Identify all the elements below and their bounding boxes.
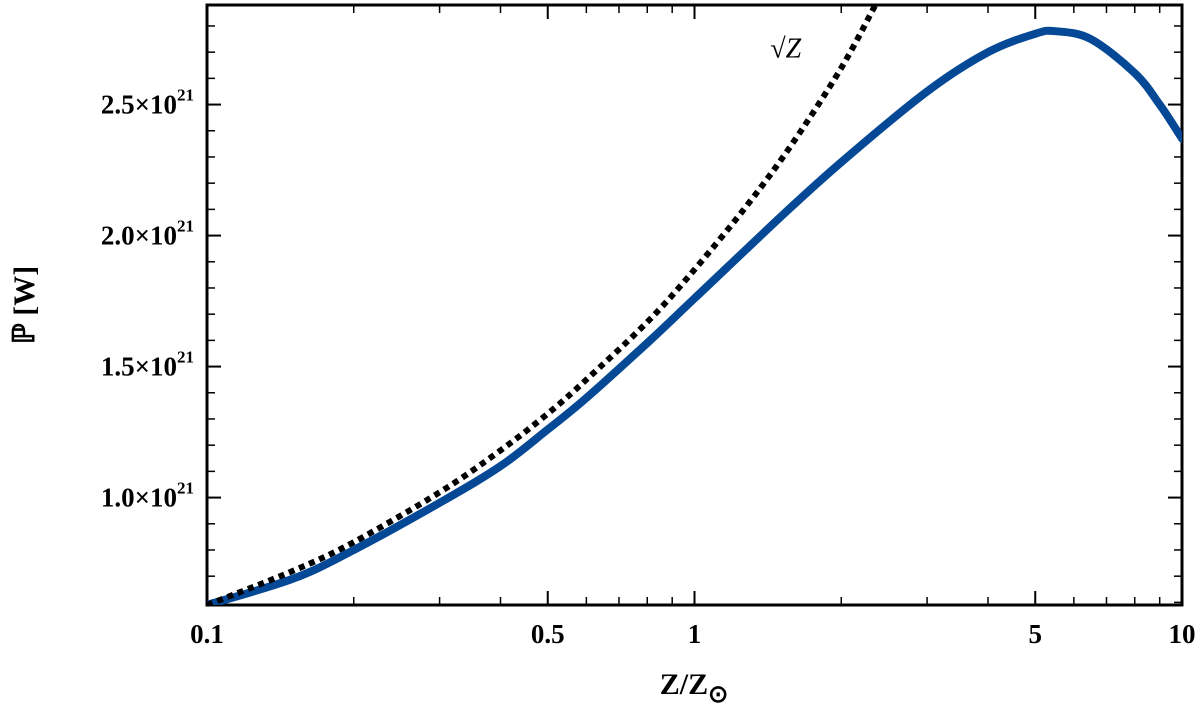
y-tick-times: ×10	[135, 90, 177, 120]
x-tick-label: 5	[1028, 619, 1042, 649]
y-tick-mantissa: 2.5	[101, 90, 135, 120]
x-tick-labels: 0.1 0.5 1 5 10	[190, 619, 1195, 649]
plot-area-frame	[205, 3, 1184, 607]
y-tick-label: 2.5×1021	[101, 86, 194, 120]
y-tick-label: 2.0×1021	[101, 217, 194, 251]
x-axis-label-main: Z/Z	[660, 668, 708, 701]
x-tick-label: 0.1	[190, 619, 224, 649]
y-tick-mantissa: 2.0	[101, 221, 135, 251]
y-tick-label: 1.5×1021	[101, 348, 194, 382]
x-tick-label: 0.5	[531, 619, 565, 649]
y-tick-times: ×10	[135, 352, 177, 382]
x-axis-label: Z/Z⊙	[660, 668, 728, 708]
x-tick-label: 1	[688, 619, 702, 649]
y-tick-exponent: 21	[177, 86, 194, 105]
y-axis-label: ℙ [W]	[8, 266, 41, 345]
power-curve	[207, 26, 1182, 605]
y-tick-times: ×10	[135, 221, 177, 251]
sqrt-z-curve	[207, 5, 879, 605]
y-tick-mantissa: 1.0	[101, 483, 135, 513]
y-tick-mantissa: 1.5	[101, 352, 135, 382]
y-tick-exponent: 21	[177, 479, 194, 498]
ticks	[206, 5, 1183, 605]
y-tick-times: ×10	[135, 483, 177, 513]
x-tick-label: 10	[1169, 619, 1196, 649]
x-axis-label-sub: ⊙	[708, 682, 728, 708]
y-tick-exponent: 21	[177, 217, 194, 236]
sqrt-z-annotation: √Z	[770, 33, 801, 64]
y-tick-label: 1.0×1021	[101, 479, 194, 513]
y-tick-exponent: 21	[177, 348, 194, 367]
series-layer	[207, 5, 1182, 605]
